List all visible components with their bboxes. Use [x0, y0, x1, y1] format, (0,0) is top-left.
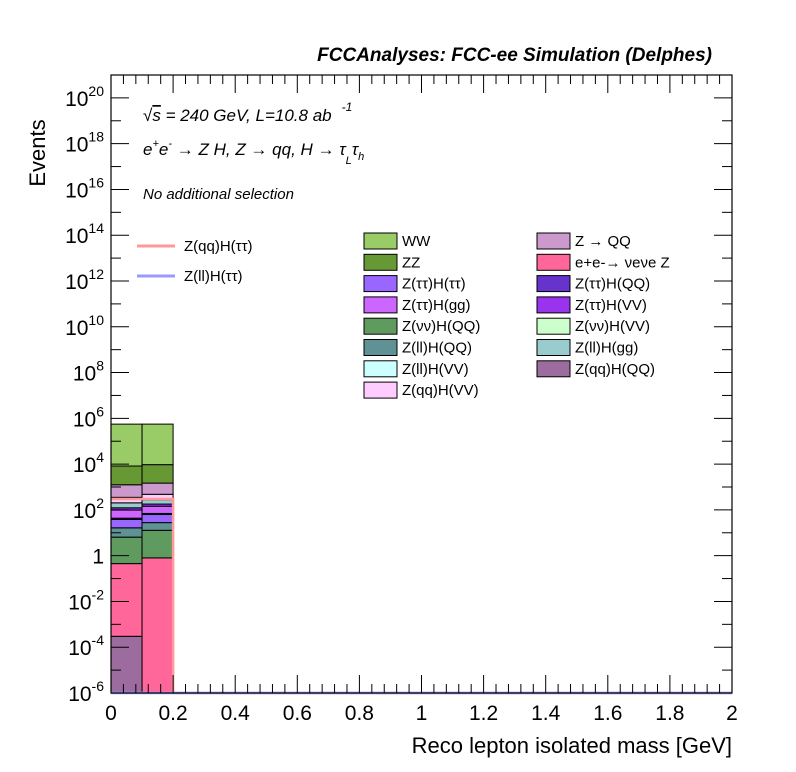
- bar-ww-bin-1: [141, 423, 174, 466]
- legend-swatch-ww: [363, 232, 398, 250]
- bar-z-h-bin-1: [141, 514, 174, 524]
- y-tick-label: 1: [92, 546, 104, 569]
- bar-z-h-bin-0: [110, 518, 143, 529]
- legend-label: Z(ττ)H(gg): [402, 297, 471, 314]
- y-tick-label: 106: [73, 403, 104, 431]
- legend-label: e+e-→ νeνe Z: [575, 254, 670, 271]
- legend-label: Z(ll)H(QQ): [402, 340, 472, 357]
- annotation-process: e+e- → Z H, Z → qq, H → τLτh: [143, 138, 364, 167]
- bar-z-h-qq-bin-0: [110, 536, 143, 565]
- legend-label: Z(qq)H(ττ): [184, 238, 253, 255]
- x-tick-label: 0: [105, 702, 117, 725]
- bar-z-ll-h-gg-bin-1: [141, 499, 174, 505]
- legend-swatch-z-ll-h-gg: [536, 339, 571, 356]
- legend-label: Z(ττ)H(QQ): [575, 276, 650, 293]
- y-tick-label: 1020: [65, 83, 104, 111]
- y-tick-label: 1016: [65, 174, 104, 202]
- y-tick-label: 1010: [65, 312, 104, 340]
- y-tick-label: 104: [73, 449, 104, 477]
- legend-swatch-z-ll-h-vv: [363, 360, 398, 378]
- legend-label: Z(νν)H(QQ): [402, 318, 480, 335]
- bar-e-e-e-e-z-bin-1: [141, 557, 174, 694]
- legend-label: Z(ττ)H(ττ): [402, 276, 466, 293]
- legend-swatch-z-ll-h-qq: [363, 339, 398, 356]
- legend-label: Z(qq)H(QQ): [575, 361, 655, 378]
- bar-z-qq-bin-1: [141, 482, 174, 495]
- y-tick-label: 10-6: [68, 678, 104, 706]
- stack-bars: [110, 423, 174, 694]
- legend-label: WW: [402, 233, 431, 250]
- svg-text:e+e- → Z H, Z → qq, H → τLτh: e+e- → Z H, Z → qq, H → τLτh: [143, 138, 364, 167]
- x-tick-label: 1.4: [531, 702, 561, 725]
- x-axis: 0 0.2 0.4 0.6 0.8 1 1.2 1.4 1.6 1.8 2: [105, 75, 738, 725]
- y-tick-label: 10-4: [68, 632, 104, 660]
- bar-ww-bin-0: [110, 423, 143, 467]
- legend-swatch-zz: [363, 253, 398, 271]
- legend-swatch-z-h-qq: [536, 275, 571, 293]
- y-tick-label: 1014: [65, 220, 104, 248]
- legend-swatch-z-qq: [536, 232, 571, 250]
- legend-label: Z(ll)H(VV): [402, 361, 469, 378]
- y-axis: 10-6 10-4 10-2 1 102 104 106 108 1010 1012 1014 101…: [65, 74, 732, 706]
- bar-z-h-gg-bin-1: [141, 505, 174, 514]
- y-tick-label: 102: [73, 495, 104, 523]
- bar-z-h-qq-bin-1: [141, 529, 174, 559]
- legend-swatch-z-qq-h-vv: [363, 381, 398, 399]
- x-tick-label: 0.4: [221, 702, 251, 725]
- bar-zz-bin-1: [141, 464, 174, 484]
- bar-e-e-e-e-z-bin-0: [110, 563, 143, 637]
- annotation-energy: √s = 240 GeV, L=10.8 ab -1: [143, 100, 352, 125]
- x-tick-label: 0.2: [158, 702, 187, 725]
- y-tick-label: 108: [73, 358, 104, 386]
- bar-z-qq-h-qq-bin-0: [110, 635, 143, 694]
- y-tick-label: 1012: [65, 266, 104, 294]
- bar-zz-bin-0: [110, 465, 143, 486]
- chart-title: FCCAnalyses: FCC-ee Simulation (Delphes): [317, 45, 712, 66]
- legend-swatch-e-e-e-e-z: [536, 253, 571, 271]
- legend: Z(qq)H(ττ) Z(ll)H(ττ) WW ZZ Z(ττ)H(ττ) Z(ττ)H…: [137, 232, 670, 399]
- svg-text:√s = 240 GeV, L=10.8 ab-1: √s = 240 GeV, L=10.8 ab -1: [143, 100, 352, 125]
- legend-label: Z → QQ: [575, 233, 631, 250]
- y-tick-label: 1018: [65, 129, 104, 157]
- x-tick-label: 0.8: [345, 702, 374, 725]
- y-axis-label: Events: [25, 119, 50, 186]
- legend-swatch-z-qq-h-qq: [536, 360, 571, 378]
- legend-swatch-z-h: [363, 275, 398, 293]
- x-tick-label: 2: [726, 702, 738, 725]
- legend-swatch-z-h-vv: [536, 296, 571, 314]
- bar-z-ll-h-gg-bin-0: [110, 502, 143, 509]
- x-tick-label: 1.6: [593, 702, 622, 725]
- legend-label: Z(ττ)H(VV): [575, 297, 647, 314]
- legend-label: Z(qq)H(VV): [402, 382, 479, 399]
- sqrt-symbol: √: [143, 106, 153, 125]
- legend-label: Z(ll)H(ττ): [184, 268, 243, 285]
- x-axis-label: Reco lepton isolated mass [GeV]: [412, 733, 732, 758]
- bar-z-ll-h-qq-bin-1: [141, 522, 174, 531]
- x-tick-label: 0.6: [283, 702, 312, 725]
- x-tick-label: 1.8: [655, 702, 684, 725]
- y-tick-label: 10-2: [68, 586, 104, 614]
- x-tick-label: 1.2: [469, 702, 498, 725]
- legend-label: Z(ll)H(gg): [575, 340, 638, 357]
- x-tick-label: 1: [416, 702, 428, 725]
- annotation-selection: No additional selection: [143, 186, 294, 203]
- legend-swatch-z-h-qq: [363, 317, 398, 335]
- legend-swatch-z-h-vv: [536, 317, 571, 335]
- legend-label: Z(νν)H(VV): [575, 318, 650, 335]
- bar-z-h-gg-bin-0: [110, 509, 143, 519]
- legend-label: ZZ: [402, 254, 420, 271]
- legend-swatch-z-h-gg: [363, 296, 398, 314]
